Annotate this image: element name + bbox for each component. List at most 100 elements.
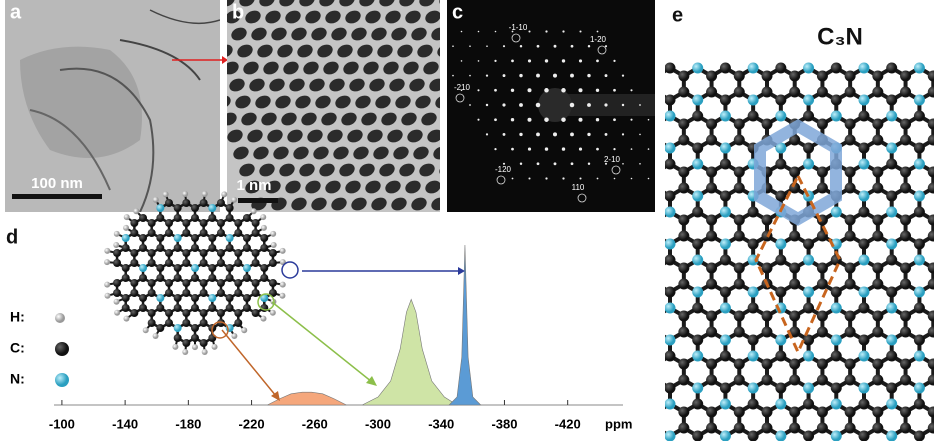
lattice-fringe	[227, 44, 233, 58]
c-atom	[208, 334, 217, 342]
lattice-fringe	[259, 163, 275, 177]
c-atom	[789, 406, 801, 418]
c-atom	[173, 264, 182, 272]
c-atom	[927, 166, 934, 178]
diffraction-spot	[562, 30, 565, 33]
lattice-fringe	[227, 0, 235, 7]
c-atom	[130, 229, 139, 237]
c-atom	[651, 231, 662, 242]
c-atom	[121, 274, 130, 282]
c-atom	[692, 398, 704, 410]
n-atom	[886, 302, 898, 314]
c-atom	[719, 254, 731, 266]
c-atom	[165, 259, 174, 267]
n-atom	[913, 158, 925, 170]
c-atom	[900, 70, 912, 82]
lattice-fringe	[241, 112, 257, 126]
c-atom	[816, 262, 828, 274]
diffraction-spot	[570, 44, 574, 48]
diffraction-spot	[604, 45, 608, 48]
diffraction-spot	[536, 162, 540, 166]
c-atom	[678, 310, 690, 322]
c-atom	[927, 118, 934, 130]
c-atom	[651, 327, 662, 338]
c-atom	[872, 262, 884, 274]
n-atom	[775, 238, 787, 250]
h-atom	[162, 191, 169, 198]
c-atom	[156, 214, 165, 222]
c-atom	[858, 206, 870, 218]
n-atom	[830, 398, 842, 410]
n-atom	[692, 158, 704, 170]
x-tick-label: -380	[491, 416, 517, 431]
c-atom	[733, 422, 745, 434]
diffraction-spot	[460, 30, 463, 33]
diffraction-spot	[477, 89, 480, 92]
lattice-fringe	[331, 27, 347, 41]
diffraction-spot	[596, 30, 599, 33]
c-atom	[816, 358, 828, 370]
lattice-fringe	[227, 112, 237, 126]
lattice-fringe	[263, 61, 279, 75]
c-atom	[733, 134, 745, 146]
c-atom	[182, 319, 191, 327]
structure-title: C₃N	[817, 23, 863, 50]
h-atom	[201, 349, 208, 356]
c-atom	[139, 304, 148, 312]
diffraction-spot	[485, 74, 489, 77]
n-atom	[692, 62, 704, 74]
c-atom	[692, 302, 704, 314]
n-atom	[665, 430, 676, 441]
diffraction-spot	[494, 88, 497, 92]
diffraction-spot	[587, 162, 591, 166]
c-atom	[844, 422, 856, 434]
c-atom	[816, 326, 828, 338]
c-atom	[121, 264, 130, 272]
diffraction-spot	[494, 30, 497, 33]
diffraction-spot	[561, 147, 566, 151]
diffraction-spot	[460, 89, 463, 92]
c-atom	[173, 214, 182, 222]
c-atom	[234, 259, 243, 267]
n-atom	[803, 350, 815, 362]
c-atom	[844, 70, 856, 82]
c-atom	[927, 214, 934, 226]
lattice-fringe	[335, 95, 351, 109]
lattice-fringe	[247, 129, 263, 143]
x-tick-label: -100	[49, 416, 75, 431]
spot-index: -1-10	[509, 23, 528, 32]
c3n-lattice	[651, 62, 934, 441]
c-atom	[706, 326, 718, 338]
n-atom	[803, 62, 815, 74]
legend-symbol	[55, 373, 69, 387]
n-atom	[156, 294, 165, 302]
lattice-fringe	[419, 163, 435, 177]
c-atom	[173, 294, 182, 302]
c-atom	[733, 374, 745, 386]
c-atom	[651, 423, 662, 434]
c-atom	[913, 142, 925, 154]
c-atom	[844, 374, 856, 386]
hrtem-image	[227, 0, 440, 212]
lattice-fringe	[251, 27, 267, 41]
n-atom	[747, 94, 759, 106]
lattice-fringe	[347, 129, 363, 143]
c-atom	[692, 142, 704, 154]
lattice-fringe	[239, 0, 255, 7]
panel-label: b	[232, 1, 244, 23]
c-atom	[251, 279, 260, 287]
lattice-fringe	[271, 27, 287, 41]
diffraction-spot	[527, 88, 532, 93]
lattice-fringe	[313, 146, 329, 160]
diffraction-spot	[587, 103, 591, 107]
c-atom	[789, 374, 801, 386]
lattice-fringe	[389, 78, 405, 92]
c-atom	[900, 422, 912, 434]
diffraction-spot	[527, 59, 532, 63]
c-atom	[886, 94, 898, 106]
n-atom	[913, 94, 925, 106]
n-atom	[913, 190, 925, 202]
lattice-fringe	[431, 197, 440, 211]
lattice-fringe	[299, 0, 315, 7]
